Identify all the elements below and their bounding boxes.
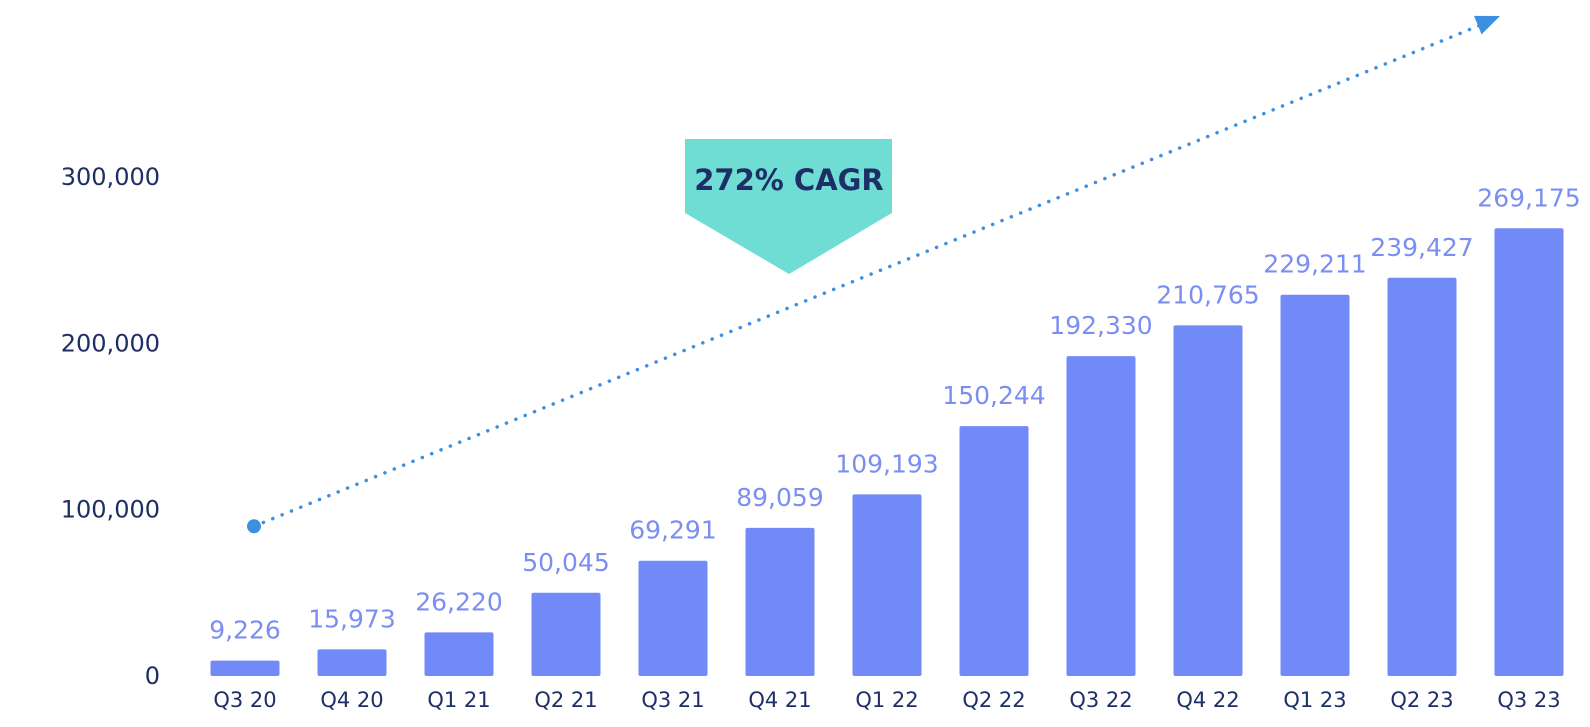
bar-value-label: 269,175 bbox=[1477, 183, 1580, 212]
bar bbox=[638, 560, 708, 676]
bar bbox=[852, 494, 922, 676]
x-tick-label: Q4 20 bbox=[320, 688, 383, 712]
x-axis-ticks: Q3 20 Q4 20 Q1 21 Q2 21 Q3 21 Q4 21 Q1 22 Q2 22… bbox=[213, 688, 1560, 712]
x-tick-label: Q3 23 bbox=[1497, 688, 1560, 712]
cagr-callout-shape bbox=[685, 139, 892, 274]
y-axis-ticks: 0 100,000 200,000 300,000 bbox=[61, 163, 160, 690]
data-labels: 9,226 15,973 26,220 50,045 69,291 89,059 109,1… bbox=[209, 183, 1580, 644]
x-tick-label: Q2 23 bbox=[1390, 688, 1453, 712]
x-tick-label: Q3 21 bbox=[641, 688, 704, 712]
bar-value-label: 69,291 bbox=[629, 516, 716, 545]
bar bbox=[1494, 228, 1564, 676]
trend-arrowhead bbox=[1474, 15, 1500, 35]
bar bbox=[531, 592, 601, 676]
x-tick-label: Q1 22 bbox=[855, 688, 918, 712]
bar-value-label: 239,427 bbox=[1370, 233, 1473, 262]
y-tick-label: 0 bbox=[145, 662, 160, 690]
bar bbox=[745, 527, 815, 676]
x-tick-label: Q1 21 bbox=[427, 688, 490, 712]
y-tick-label: 200,000 bbox=[61, 329, 160, 357]
bar-value-label: 150,244 bbox=[942, 381, 1045, 410]
x-tick-label: Q4 21 bbox=[748, 688, 811, 712]
bar bbox=[210, 660, 280, 676]
bar-value-label: 26,220 bbox=[415, 587, 502, 616]
bar bbox=[1173, 325, 1243, 676]
bar bbox=[424, 632, 494, 676]
trend-arrow bbox=[247, 15, 1500, 534]
bar bbox=[1280, 294, 1350, 676]
y-tick-label: 300,000 bbox=[61, 163, 160, 191]
bar bbox=[1387, 277, 1457, 676]
x-tick-label: Q1 23 bbox=[1283, 688, 1346, 712]
x-tick-label: Q4 22 bbox=[1176, 688, 1239, 712]
bar-value-label: 192,330 bbox=[1049, 311, 1152, 340]
bar-value-label: 50,045 bbox=[522, 548, 609, 577]
x-tick-label: Q3 20 bbox=[213, 688, 276, 712]
trend-line bbox=[252, 20, 1490, 529]
bar-value-label: 210,765 bbox=[1156, 280, 1259, 309]
y-tick-label: 100,000 bbox=[61, 496, 160, 524]
bar-value-label: 89,059 bbox=[736, 483, 823, 512]
x-tick-label: Q2 22 bbox=[962, 688, 1025, 712]
x-tick-label: Q2 21 bbox=[534, 688, 597, 712]
bar bbox=[317, 649, 387, 676]
cagr-callout: 272% CAGR bbox=[685, 139, 892, 274]
bars bbox=[210, 228, 1564, 676]
trend-start-dot bbox=[247, 519, 261, 534]
bar-value-label: 15,973 bbox=[308, 604, 395, 633]
bar-value-label: 9,226 bbox=[209, 616, 281, 645]
bar bbox=[1066, 356, 1136, 676]
cagr-callout-text: 272% CAGR bbox=[694, 163, 884, 197]
bar-value-label: 229,211 bbox=[1263, 250, 1366, 279]
x-tick-label: Q3 22 bbox=[1069, 688, 1132, 712]
bar bbox=[959, 426, 1029, 676]
bar-value-label: 109,193 bbox=[835, 449, 938, 478]
